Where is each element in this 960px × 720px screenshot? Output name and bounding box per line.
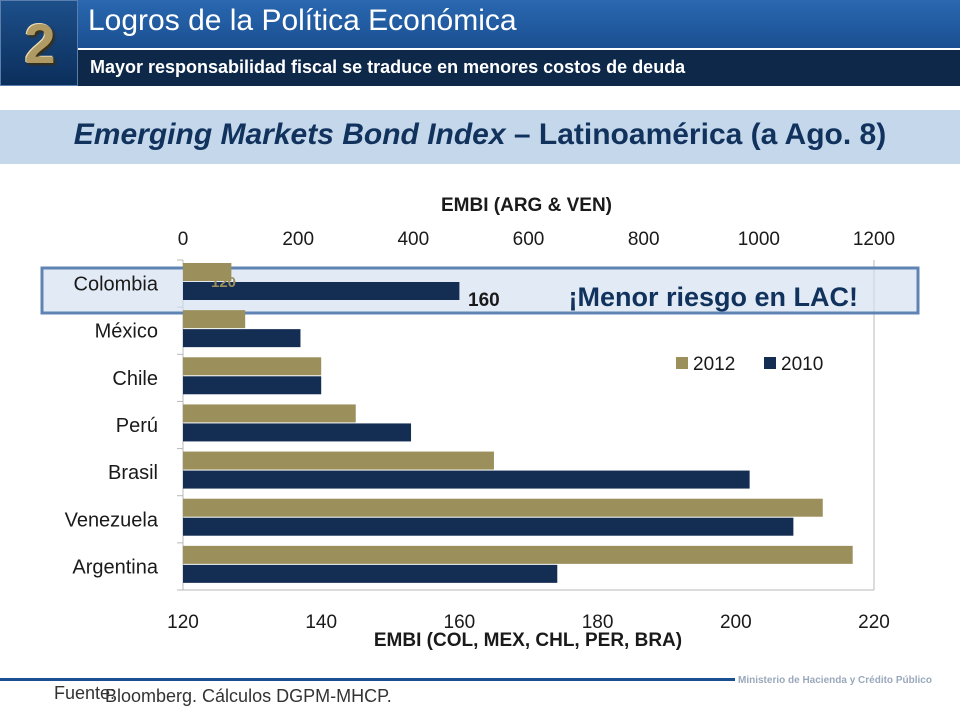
- bar-argentina-2010: [183, 564, 558, 583]
- bottom-axis-tick-label: 220: [858, 612, 890, 633]
- bar-méxico-2012: [183, 310, 246, 329]
- data-label-colombia-2010: 160: [468, 290, 500, 311]
- top-axis-tick-label: 800: [628, 229, 660, 250]
- bar-venezuela-2010: [183, 517, 794, 536]
- category-label: Argentina: [72, 556, 158, 578]
- top-axis-tick-label: 0: [178, 229, 189, 250]
- title-bar: Logros de la Política Económica: [78, 0, 960, 48]
- category-label: Chile: [112, 368, 158, 390]
- bottom-axis-title: EMBI (COL, MEX, CHL, PER, BRA): [374, 630, 682, 651]
- top-axis-tick-label: 600: [513, 229, 545, 250]
- page-title: Logros de la Política Económica: [88, 4, 517, 37]
- source-label: Fuente:: [54, 683, 116, 703]
- category-label: Perú: [116, 415, 158, 437]
- legend-label-2010: 2010: [781, 354, 823, 375]
- bottom-axis-tick-label: 200: [720, 612, 752, 633]
- callout-text: ¡Menor riesgo en LAC!: [568, 282, 858, 312]
- bottom-axis-tick-label: 140: [305, 612, 337, 633]
- top-axis-tick-label: 1000: [738, 229, 780, 250]
- category-label: Venezuela: [65, 509, 159, 531]
- bottom-axis-tick-label: 160: [444, 612, 476, 633]
- bar-brasil-2010: [183, 470, 750, 489]
- top-axis-tick-label: 200: [282, 229, 314, 250]
- top-axis-tick-label: 1200: [853, 229, 895, 250]
- bar-colombia-2010: [183, 282, 460, 300]
- bar-brasil-2012: [183, 451, 494, 470]
- legend-swatch-2012: [676, 357, 688, 369]
- data-label-colombia-2012: 120: [211, 274, 236, 291]
- top-axis-tick-label: 400: [397, 229, 429, 250]
- section-number: 2: [24, 12, 56, 75]
- subtitle-bar: Mayor responsabilidad fiscal se traduce …: [78, 50, 960, 86]
- legend-label-2012: 2012: [693, 354, 735, 375]
- legend-swatch-2010: [764, 357, 776, 369]
- footer-line: [0, 678, 735, 681]
- bar-perú-2010: [183, 423, 412, 442]
- ministry-logo-text: Ministerio de Hacienda y Crédito Público: [738, 675, 932, 686]
- category-label: Brasil: [108, 462, 158, 484]
- source-text: Bloomberg. Cálculos DGPM-MHCP.: [105, 686, 392, 706]
- chart-title: Emerging Markets Bond Index – Latinoamér…: [0, 118, 960, 152]
- chart-title-band: Emerging Markets Bond Index – Latinoamér…: [0, 110, 960, 164]
- section-badge: 2: [0, 0, 78, 86]
- bar-chile-2010: [183, 376, 322, 395]
- bar-argentina-2012: [183, 545, 853, 564]
- page-subtitle: Mayor responsabilidad fiscal se traduce …: [90, 57, 686, 77]
- bar-colombia-2012: [183, 263, 232, 281]
- top-axis-title: EMBI (ARG & VEN): [441, 195, 612, 216]
- bar-venezuela-2012: [183, 498, 823, 517]
- chart-title-italic: Emerging Markets Bond Index: [73, 118, 506, 151]
- category-label: Colombia: [74, 274, 159, 296]
- category-label: México: [95, 321, 158, 343]
- bottom-axis-tick-label: 120: [167, 612, 199, 633]
- chart-title-rest: – Latinoamérica (a Ago. 8): [505, 118, 887, 151]
- bottom-axis-tick-label: 180: [582, 612, 614, 633]
- bar-chile-2012: [183, 357, 322, 376]
- bar-perú-2012: [183, 404, 356, 423]
- bar-méxico-2010: [183, 329, 301, 348]
